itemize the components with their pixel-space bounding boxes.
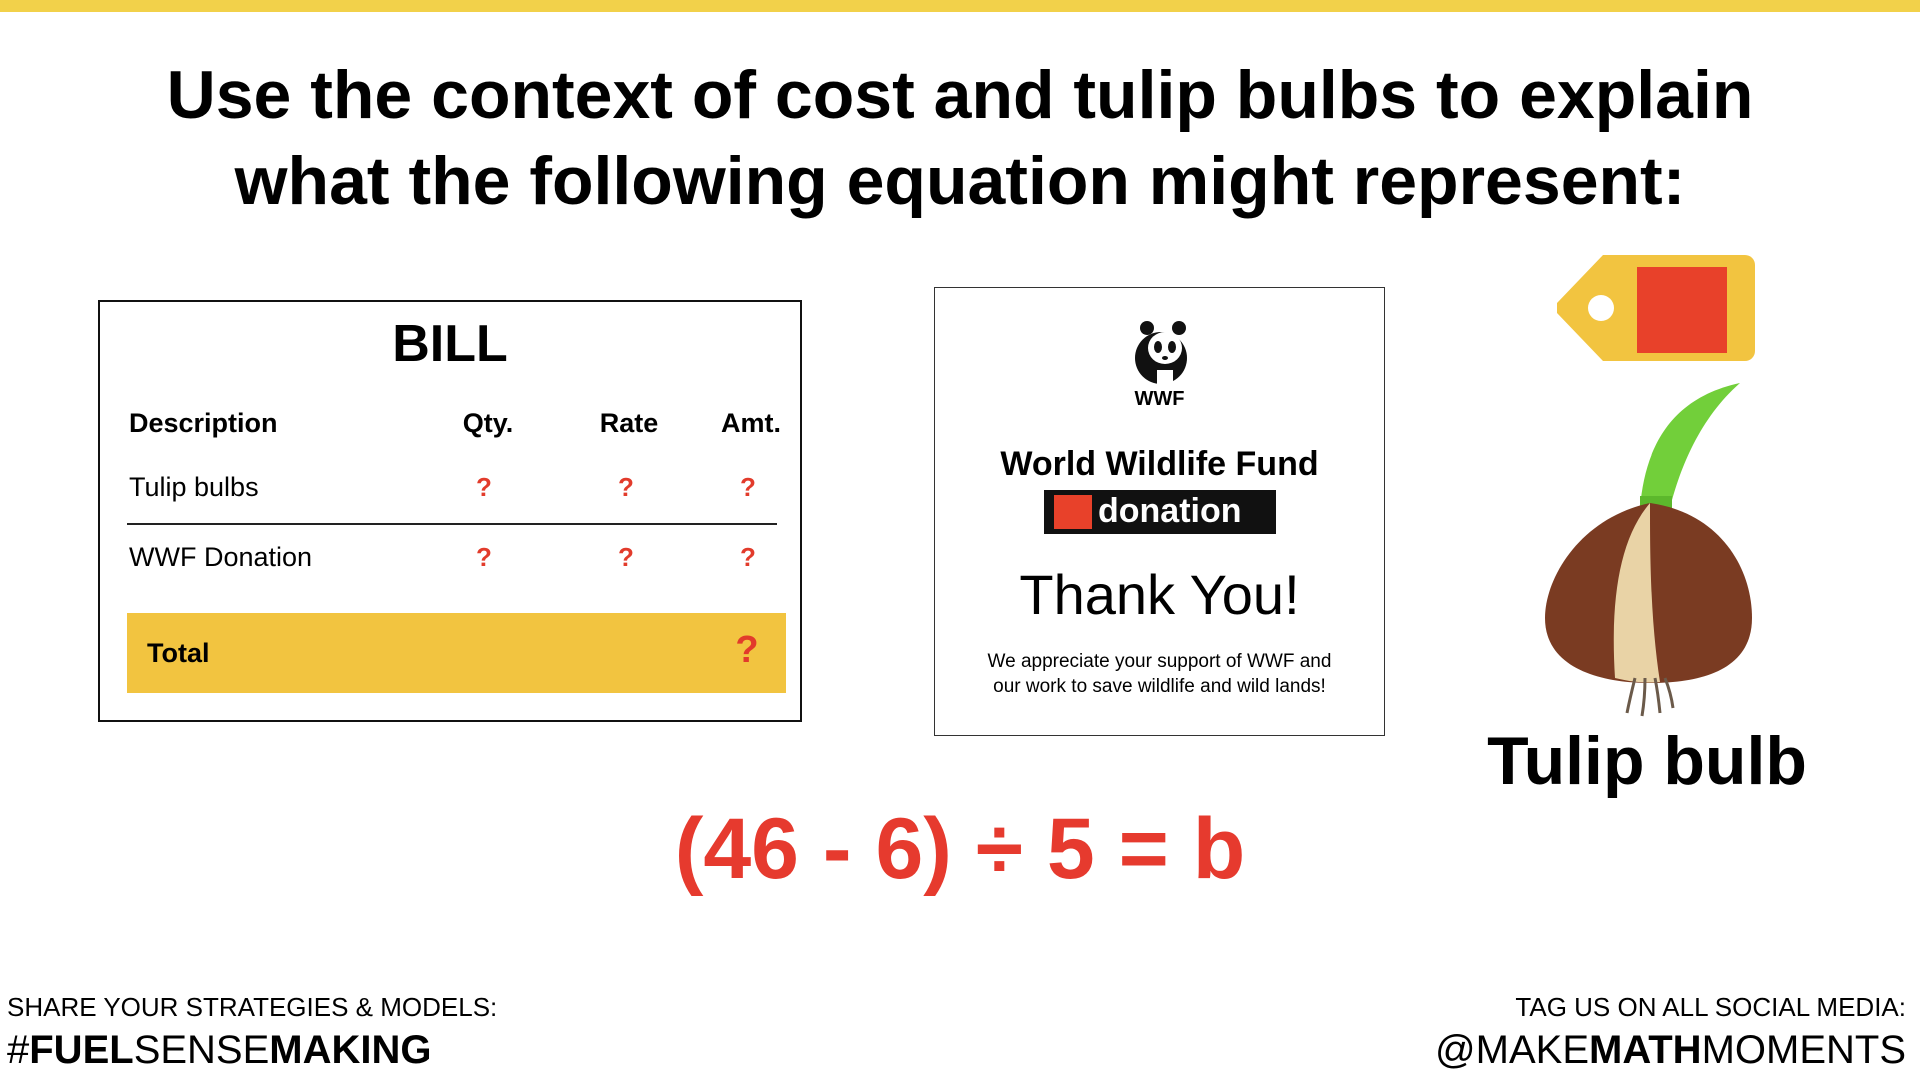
- donation-badge: donation: [1044, 490, 1276, 534]
- handle-makemathmoments: @MAKEMATHMOMENTS: [1435, 1028, 1906, 1073]
- message-line: our work to save wildlife and wild lands…: [993, 676, 1326, 697]
- row-amt: ?: [740, 472, 756, 502]
- total-label: Total: [147, 638, 210, 668]
- appreciation-message: We appreciate your support of WWF and ou…: [935, 649, 1384, 699]
- price-tag-icon: [1557, 255, 1755, 361]
- title-line-1: Use the context of cost and tulip bulbs …: [166, 57, 1754, 133]
- handle-part: MATH: [1589, 1028, 1702, 1072]
- header-description: Description: [129, 408, 278, 438]
- share-caption: SHARE YOUR STRATEGIES & MODELS:: [7, 992, 498, 1022]
- handle-part: @MAKE: [1435, 1028, 1589, 1072]
- donation-label: donation: [1098, 492, 1242, 530]
- bill-table: BILL Description Qty. Rate Amt. Tulip bu…: [98, 300, 802, 722]
- row-rate: ?: [618, 542, 634, 572]
- header-amt: Amt.: [721, 408, 781, 438]
- message-line: We appreciate your support of WWF and: [987, 651, 1332, 672]
- equation: (46 - 6) ÷ 5 = b: [674, 801, 1246, 897]
- wwf-logo-text: WWF: [1134, 388, 1185, 410]
- row-amt: ?: [740, 542, 756, 572]
- thank-you: Thank You!: [1019, 563, 1300, 626]
- tulip-bulb-icon: [1545, 383, 1752, 717]
- hashtag-part: FUEL: [29, 1028, 134, 1072]
- hashtag-fuelsensemaking: #FUELSENSEMAKING: [7, 1028, 432, 1073]
- row-qty: ?: [476, 542, 492, 572]
- header-rate: Rate: [599, 408, 659, 438]
- top-accent-bar: [0, 0, 1920, 12]
- row-divider: [127, 523, 777, 525]
- row-qty: ?: [476, 472, 492, 502]
- page-title: Use the context of cost and tulip bulbs …: [0, 52, 1920, 224]
- header-qty: Qty.: [462, 408, 514, 438]
- hashtag-part: #: [7, 1028, 30, 1072]
- tulip-bulb-label: Tulip bulb: [1487, 723, 1807, 799]
- total-row: Total ?: [127, 613, 786, 693]
- hashtag-part: SENSE: [133, 1028, 270, 1072]
- row-rate: ?: [618, 472, 634, 502]
- tag-caption: TAG US ON ALL SOCIAL MEDIA:: [1515, 992, 1906, 1022]
- row-description: WWF Donation: [129, 542, 313, 572]
- title-line-2: what the following equation might repres…: [234, 143, 1686, 219]
- org-name: World Wildlife Fund: [1000, 445, 1319, 483]
- bill-title: BILL: [392, 315, 508, 373]
- handle-part: MOMENTS: [1701, 1028, 1906, 1072]
- wwf-donation-card: WWF World Wildlife Fund donation Thank Y…: [934, 287, 1385, 736]
- row-description: Tulip bulbs: [129, 472, 259, 502]
- red-square-icon: [1054, 495, 1092, 529]
- panda-logo-icon: [1135, 321, 1187, 384]
- total-value: ?: [735, 629, 759, 671]
- hashtag-part: MAKING: [269, 1028, 432, 1072]
